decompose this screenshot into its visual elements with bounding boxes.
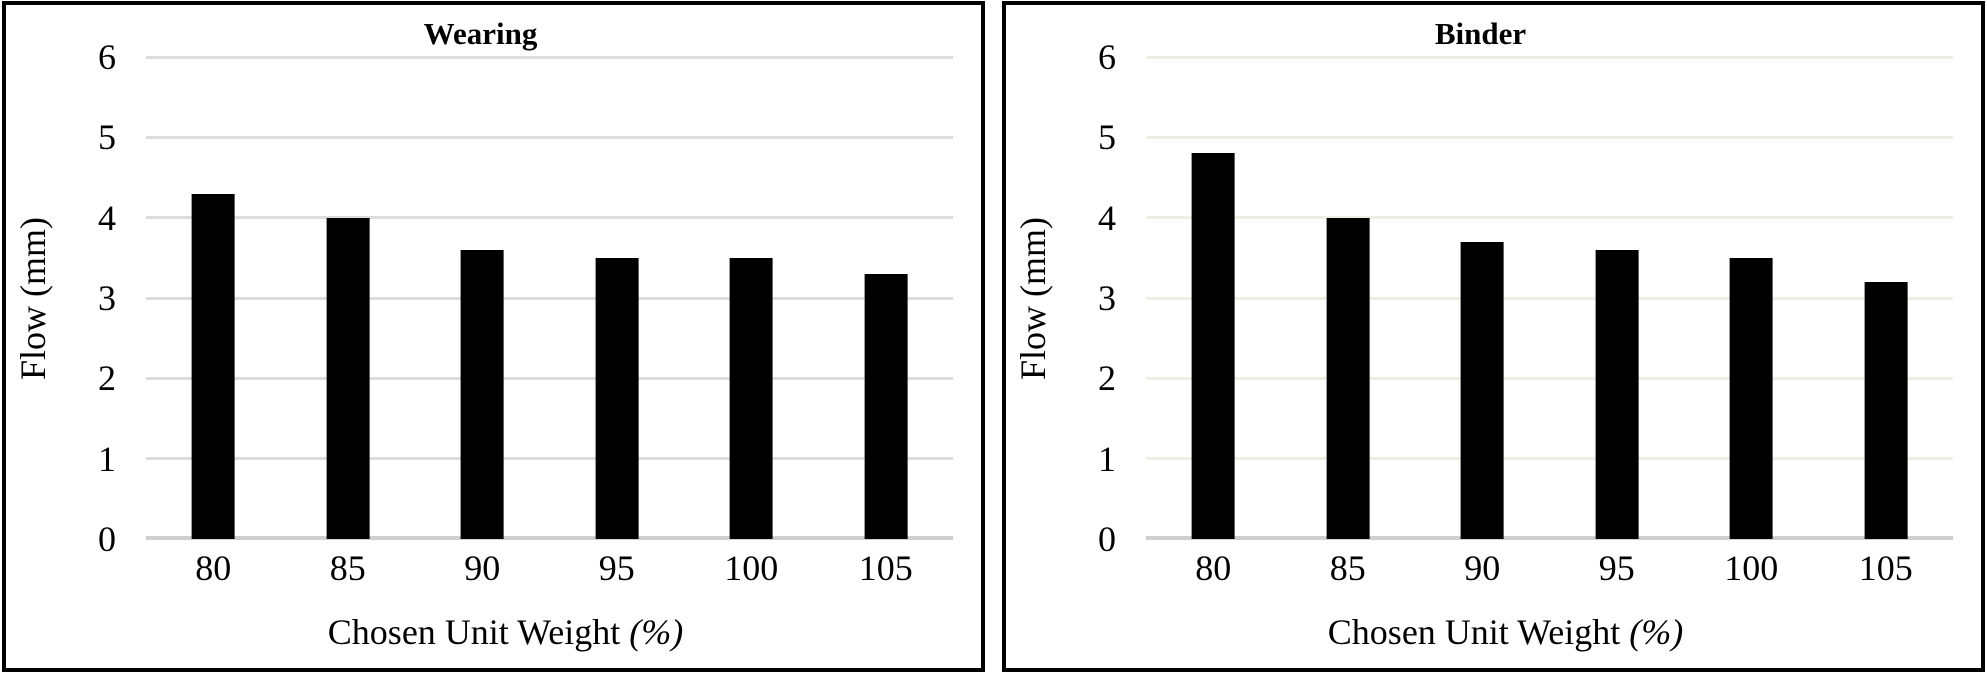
x-tick-label: 105 (1858, 548, 1913, 588)
bar-95 (595, 257, 639, 539)
gridline-1 (146, 457, 953, 461)
gridline-6 (1146, 55, 1953, 59)
bar-100 (729, 257, 773, 539)
x-axis-tick-labels: 80 85 90 95 100 105 (1146, 539, 1953, 595)
chart-title: Binder (1434, 16, 1527, 51)
y-tick-label: 2 (98, 358, 116, 399)
x-tick-label: 85 (1329, 548, 1366, 588)
chart-panel-wearing: Wearing Flow (mm) 0 1 2 3 4 5 6 80 85 90 95 100 105… (2, 1, 985, 672)
bar-105 (1864, 281, 1908, 539)
x-tick-label: 90 (1464, 548, 1501, 588)
x-tick-label: 105 (858, 548, 913, 588)
x-tick-label: 90 (464, 548, 501, 588)
y-tick-label: 6 (1098, 37, 1116, 77)
x-tick-label: 100 (1724, 548, 1779, 588)
gridline-5 (146, 135, 953, 139)
y-tick-label: 4 (98, 197, 116, 238)
gridline-4 (146, 216, 953, 220)
y-tick-label: 5 (1098, 117, 1116, 158)
x-axis-tick-labels: 80 85 90 95 100 105 (146, 539, 953, 595)
plot-area (146, 55, 953, 540)
x-tick-label: 95 (598, 548, 635, 588)
x-tick-label: 95 (1598, 548, 1635, 588)
x-axis-title: Chosen Unit Weight (%) (1058, 595, 1953, 666)
x-axis-title-unit: (%) (629, 612, 684, 652)
y-tick-label: 2 (1098, 358, 1116, 399)
y-tick-label: 0 (98, 519, 116, 559)
y-tick-label: 5 (98, 117, 116, 158)
x-axis-title-unit: (%) (1629, 612, 1684, 652)
bar-95 (1595, 249, 1639, 539)
y-axis-title: Flow (mm) (13, 216, 53, 380)
y-tick-label: 1 (1098, 438, 1116, 479)
bar-85 (1326, 217, 1370, 539)
bar-80 (191, 193, 235, 539)
x-axis-title-text: Chosen Unit Weight (327, 612, 621, 652)
gridline-2 (1146, 376, 1953, 380)
bar-100 (1729, 257, 1773, 539)
x-tick-label: 100 (724, 548, 779, 588)
y-tick-label: 3 (1098, 278, 1116, 318)
x-tick-label: 80 (195, 548, 232, 588)
y-axis-tick-labels: 0 1 2 3 4 5 6 (58, 37, 146, 559)
gridline-3 (1146, 296, 1953, 300)
y-axis-tick-labels: 0 1 2 3 4 5 6 (1058, 37, 1146, 559)
x-axis-title-text: Chosen Unit Weight (1327, 612, 1621, 652)
bar-80 (1191, 153, 1235, 539)
gridline-6 (146, 55, 953, 59)
gridline-5 (1146, 135, 1953, 139)
gridline-1 (1146, 457, 1953, 461)
bar-90 (460, 249, 504, 539)
y-axis-title: Flow (mm) (1013, 216, 1053, 380)
bar-85 (326, 217, 370, 539)
x-tick-label: 80 (1195, 548, 1232, 588)
y-tick-label: 1 (98, 438, 116, 479)
plot-area (1146, 55, 1953, 540)
bar-105 (864, 273, 908, 539)
chart-title: Wearing (423, 16, 538, 51)
bar-90 (1460, 241, 1504, 539)
y-tick-label: 4 (1098, 197, 1116, 238)
gridline-2 (146, 376, 953, 380)
x-axis-title: Chosen Unit Weight (%) (58, 595, 953, 666)
y-tick-label: 0 (1098, 519, 1116, 559)
x-tick-label: 85 (329, 548, 366, 588)
gridline-3 (146, 296, 953, 300)
x-axis-baseline (1146, 536, 1953, 540)
x-axis-baseline (146, 536, 953, 540)
gridline-4 (1146, 216, 1953, 220)
y-tick-label: 3 (98, 278, 116, 318)
y-tick-label: 6 (98, 37, 116, 77)
